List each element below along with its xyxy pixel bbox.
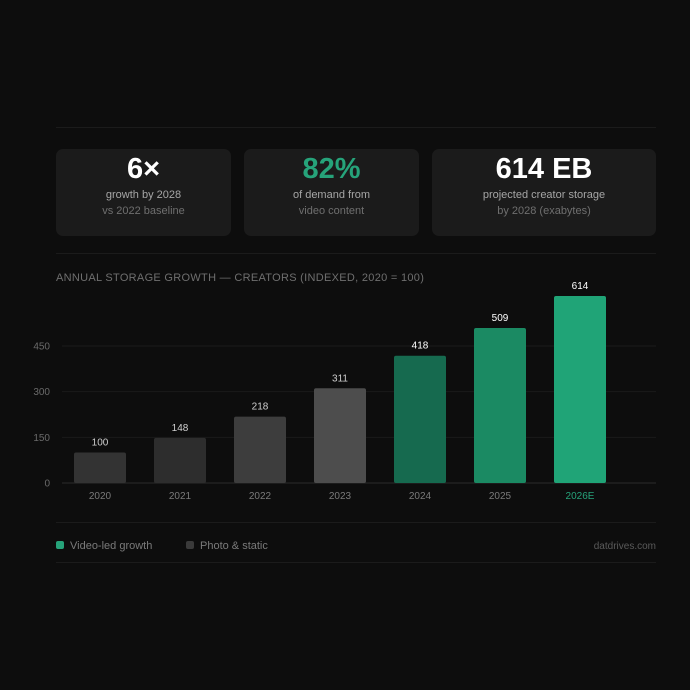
x-tick-label: 2022	[249, 491, 272, 502]
legend-swatch-video	[56, 541, 64, 549]
stat-card-growth: 6× growth by 2028 vs 2022 baseline	[56, 149, 231, 236]
data-label: 418	[412, 341, 429, 352]
data-label: 614	[572, 281, 589, 292]
x-tick-label: 2020	[89, 491, 112, 502]
stat-value: 6×	[126, 153, 161, 185]
stat-sublabel: vs 2022 baseline	[102, 205, 185, 217]
y-tick-label: 0	[44, 479, 50, 490]
chart-title: ANNUAL STORAGE GROWTH — CREATORS (INDEXE…	[56, 272, 425, 284]
bar-2024	[394, 355, 446, 483]
bar-2022	[234, 416, 286, 483]
bar-chart: 0 150 300 450 100 2020 148 2021 218 2022 311 2023 41…	[33, 281, 656, 502]
legend-label: Photo & static	[200, 540, 268, 552]
y-tick-label: 450	[33, 341, 50, 352]
stat-value: 82%	[302, 153, 361, 185]
y-tick-label: 300	[33, 387, 50, 398]
bar-2020	[74, 452, 126, 483]
legend-item-video: Video-led growth	[56, 540, 152, 553]
bottom-divider	[56, 562, 656, 563]
data-label: 218	[252, 402, 269, 413]
x-tick-label: 2023	[329, 491, 352, 502]
source-credit: datdrives.com	[593, 541, 656, 552]
bar-2021	[154, 437, 206, 483]
legend-swatch-photo	[186, 541, 194, 549]
stat-label: projected creator storage	[482, 189, 606, 201]
stat-label: growth by 2028	[105, 189, 182, 201]
bar-2023	[314, 388, 366, 483]
stat-card-video-demand: 82% of demand from video content	[244, 149, 419, 236]
x-tick-label: 2021	[169, 491, 192, 502]
y-tick-label: 150	[33, 433, 50, 444]
stat-sublabel: by 2028 (exabytes)	[497, 205, 591, 217]
legend-item-photo: Photo & static	[186, 540, 268, 553]
stat-sublabel: video content	[298, 205, 365, 217]
data-label: 148	[172, 423, 189, 434]
x-tick-label: 2026E	[566, 491, 595, 502]
stats-divider	[56, 253, 656, 254]
stat-value: 614 EB	[495, 153, 593, 185]
legend-top-divider	[56, 522, 656, 523]
data-label: 100	[92, 438, 109, 449]
stat-label: of demand from	[292, 189, 371, 201]
stat-card-projected-storage: 614 EB projected creator storage by 2028…	[432, 149, 656, 236]
legend-label: Video-led growth	[70, 540, 153, 552]
data-label: 509	[492, 313, 509, 324]
bar-2026e	[554, 296, 606, 483]
data-label: 311	[332, 373, 348, 384]
bar-2025	[474, 327, 526, 483]
top-divider	[56, 127, 656, 128]
x-tick-label: 2025	[489, 491, 512, 502]
x-tick-label: 2024	[409, 491, 432, 502]
